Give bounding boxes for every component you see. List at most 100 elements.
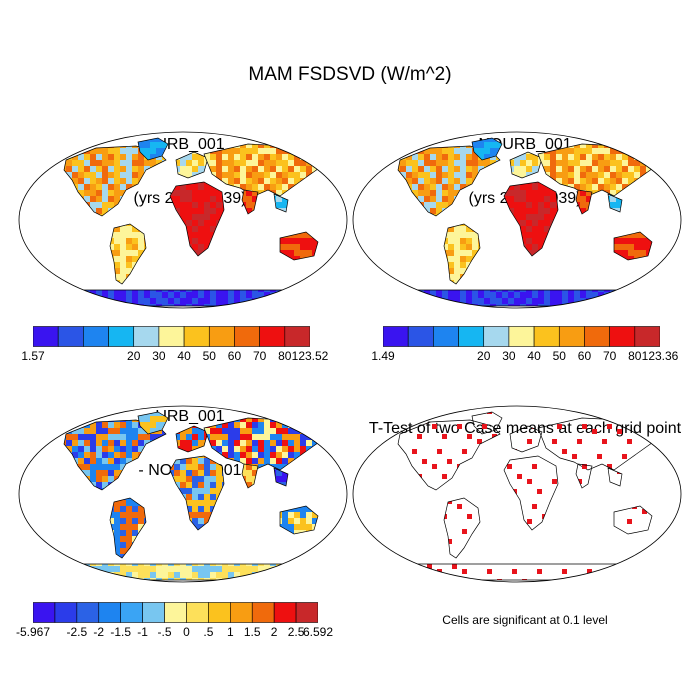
colorbar-diff-swatch [164, 602, 187, 623]
colorbar-diff-swatch [295, 602, 318, 623]
map-ttest [352, 405, 682, 583]
colorbar-urb-swatch [33, 326, 59, 347]
colorbar-diff-label: .5 [203, 625, 213, 639]
colorbar-nourb-swatch [584, 326, 610, 347]
colorbar-urb-label: 80 [278, 349, 291, 363]
colorbar-diff-swatch [273, 602, 297, 623]
colorbar-nourb-label: 60 [578, 349, 591, 363]
map-urb-greenland-coast [137, 137, 169, 161]
map-nourb-fill [373, 137, 663, 307]
colorbar-diff-label: -2 [93, 625, 104, 639]
colorbar-urb-swatch [83, 326, 109, 347]
colorbar-diff-swatch [251, 602, 275, 623]
map-nourb-frame [352, 131, 682, 309]
colorbar-diff-swatch [98, 602, 121, 623]
colorbar-diff-label: -1 [137, 625, 148, 639]
colorbar-urb-swatch [259, 326, 286, 347]
colorbar-diff-label: -2.5 [67, 625, 88, 639]
colorbar-urb-label: 50 [203, 349, 216, 363]
map-diff-africa-coast [169, 455, 225, 531]
colorbar-nourb-swatch [407, 326, 434, 347]
map-diff-frame [18, 405, 348, 583]
colorbar-nourb-label: 1.49 [371, 349, 394, 363]
colorbar-nourb-label: 40 [527, 349, 540, 363]
colorbar-nourb-swatch [609, 326, 636, 347]
colorbar-diff-swatch [33, 602, 56, 623]
colorbar-urb-swatch [183, 326, 210, 347]
colorbar-diff-label: 0 [183, 625, 190, 639]
map-ttest-antarctica-coast [373, 563, 663, 581]
colorbar-diff-label: -5.967 [16, 625, 50, 639]
colorbar-nourb-swatch [483, 326, 510, 347]
map-urb [18, 131, 348, 309]
colorbar-diff-swatch [76, 602, 100, 623]
colorbar-urb-label: 1.57 [21, 349, 44, 363]
colorbar-diff-swatch [186, 602, 209, 623]
map-urb-australia-coast [279, 231, 319, 261]
map-diff-fill [39, 411, 329, 581]
colorbar-nourb-swatch [634, 326, 660, 347]
colorbar-diff-swatch [142, 602, 165, 623]
colorbar-diff-bar [33, 602, 318, 623]
map-nourb-greenland-coast [471, 137, 503, 161]
map-diff [18, 405, 348, 583]
colorbar-diff-label: -1.5 [110, 625, 131, 639]
map-diff-europe-coast [175, 425, 209, 453]
colorbar-urb-swatch [158, 326, 185, 347]
colorbar-nourb-label: 50 [553, 349, 566, 363]
map-nourb-europe-coast [509, 151, 543, 179]
map-urb-africa-coast [169, 181, 225, 257]
map-urb-frame [18, 131, 348, 309]
map-diff-southAmerica-coast [109, 497, 147, 559]
map-ttest-india-coast [575, 463, 593, 489]
map-ttest-greenland [482, 412, 492, 429]
colorbar-nourb-swatch [533, 326, 560, 347]
colorbar-nourb-swatch [508, 326, 535, 347]
colorbar-diff-label: -.5 [158, 625, 172, 639]
map-urb-fill [39, 137, 329, 307]
colorbar-nourb: 1.49 20 30 40 50 60 70 80 123.36 [371, 326, 678, 366]
colorbar-urb-swatch [57, 326, 84, 347]
map-ttest-frame [352, 405, 682, 583]
map-ttest-africa-coast [503, 455, 559, 531]
map-urb-southAmerica-coast [109, 223, 147, 285]
colorbar-nourb-swatch [383, 326, 409, 347]
colorbar-urb-label: 70 [253, 349, 266, 363]
map-nourb-australia-coast [613, 231, 653, 261]
colorbar-diff-label: 1.5 [244, 625, 261, 639]
colorbar-diff-label: 2.5 [288, 625, 305, 639]
colorbar-diff: -5.967 -2.5 -2 -1.5 -1 -.5 0 .5 1 1.5 2 2.5 6.592 [16, 602, 333, 642]
colorbar-nourb-label: 70 [603, 349, 616, 363]
map-diff-seAsia-coast [273, 467, 289, 487]
map-diff-australia-coast [279, 505, 319, 535]
map-nourb-seAsia-coast [607, 193, 623, 213]
map-nourb-india-coast [575, 189, 593, 215]
map-diff-greenland-coast [137, 411, 169, 435]
colorbar-urb-label: 123.52 [292, 349, 329, 363]
map-ttest-northAmerica-coast [397, 419, 501, 491]
colorbar-urb-label: 30 [152, 349, 165, 363]
panel-title-diff-line1: URB_001 [40, 408, 340, 426]
colorbar-diff-swatch [120, 602, 143, 623]
colorbar-nourb-label: 123.36 [642, 349, 679, 363]
colorbar-nourb-label: 20 [477, 349, 490, 363]
map-ttest-fill [373, 411, 663, 581]
colorbar-urb-swatch [284, 326, 310, 347]
colorbar-diff-label: 2 [271, 625, 278, 639]
map-ttest-southAmerica-coast [443, 497, 481, 559]
panel-title-nourb-line1: NOURB_001 [375, 136, 675, 154]
colorbar-nourb-bar [383, 326, 660, 347]
colorbar-urb-swatch [133, 326, 160, 347]
map-nourb [352, 131, 682, 309]
map-urb-europe-coast [175, 151, 209, 179]
colorbar-urb-bar [33, 326, 310, 347]
colorbar-diff-label: 1 [227, 625, 234, 639]
colorbar-nourb-swatch [433, 326, 459, 347]
panel-title-urb-line1: URB_001 [40, 136, 340, 154]
colorbar-nourb-swatch [558, 326, 585, 347]
map-urb-seAsia-coast [273, 193, 289, 213]
map-diff-india-coast [241, 463, 259, 489]
colorbar-nourb-label: 80 [628, 349, 641, 363]
colorbar-diff-swatch [54, 602, 78, 623]
map-urb-india-coast [241, 189, 259, 215]
